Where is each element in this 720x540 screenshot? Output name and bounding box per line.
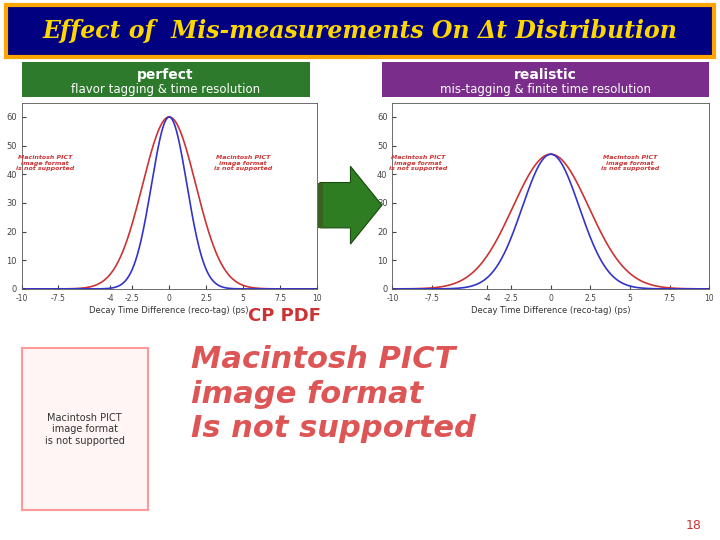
Text: 18: 18	[686, 519, 702, 532]
Text: Macintosh PICT
image format
is not supported: Macintosh PICT image format is not suppo…	[601, 155, 659, 171]
Bar	[318, 183, 323, 228]
Text: Macintosh PICT
image format
is not supported: Macintosh PICT image format is not suppo…	[45, 413, 125, 446]
Text: Macintosh PICT
image format
is not supported: Macintosh PICT image format is not suppo…	[214, 155, 272, 171]
X-axis label: Decay Time Difference (reco-tag) (ps): Decay Time Difference (reco-tag) (ps)	[471, 306, 631, 314]
Text: Macintosh PICT
image format
Is not supported: Macintosh PICT image format Is not suppo…	[191, 345, 476, 443]
Text: Macintosh PICT
image format
is not supported: Macintosh PICT image format is not suppo…	[389, 155, 447, 171]
FancyArrow shape	[320, 166, 382, 244]
Text: perfect: perfect	[138, 68, 194, 82]
X-axis label: Decay Time Difference (reco-tag) (ps): Decay Time Difference (reco-tag) (ps)	[89, 306, 249, 314]
Text: Effect of  Mis-measurements On Δt Distribution: Effect of Mis-measurements On Δt Distrib…	[42, 19, 678, 43]
Text: mis-tagging & finite time resolution: mis-tagging & finite time resolution	[439, 83, 651, 96]
Text: flavor tagging & time resolution: flavor tagging & time resolution	[71, 83, 260, 96]
FancyArrow shape	[351, 166, 382, 244]
Text: Macintosh PICT
image format
is not supported: Macintosh PICT image format is not suppo…	[16, 155, 74, 171]
Text: CP PDF: CP PDF	[248, 307, 321, 325]
Text: realistic: realistic	[513, 68, 577, 82]
